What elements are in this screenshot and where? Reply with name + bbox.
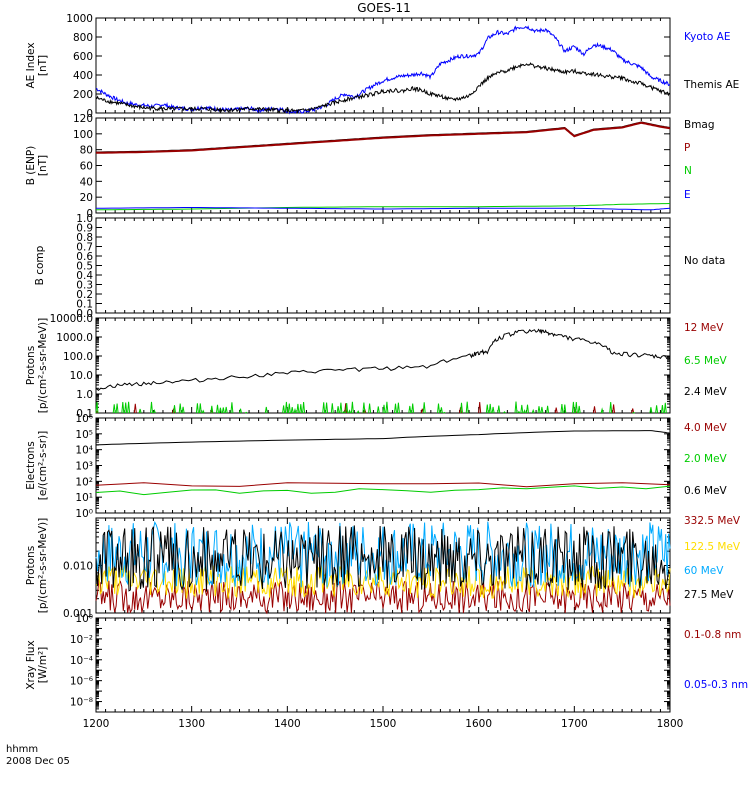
y-tick-label: 1000.0 — [56, 332, 93, 344]
panel-frame — [96, 218, 670, 313]
y-tick-label: 800 — [73, 32, 93, 44]
figure-title: GOES-11 — [357, 1, 411, 15]
legend-label: Bmag — [684, 119, 715, 131]
panel-protons_hi: 0.001 0.010 Protons[p/(cm²-s-sr-MeV)] 332.5… — [25, 515, 741, 620]
legend-label: 12 MeV — [684, 322, 724, 334]
y-tick-label: 10⁻⁴ — [70, 655, 93, 667]
y-tick-label: 10³ — [75, 461, 93, 473]
y-tick-label: 10⁶ — [75, 413, 93, 425]
legend-label: 2.0 MeV — [684, 453, 728, 465]
panel-frame — [96, 18, 670, 113]
y-tick-label: 10⁻⁸ — [70, 697, 93, 709]
series-line-4-0-mev — [96, 483, 670, 487]
legend-label: 2.4 MeV — [684, 386, 728, 398]
x-tick-label: 1200 — [83, 718, 110, 730]
series-line-2-4-mev — [96, 329, 670, 390]
legend-label: 332.5 MeV — [684, 515, 741, 527]
legend-label: Themis AE — [683, 79, 739, 91]
legend-label: 0.1-0.8 nm — [684, 629, 741, 641]
y-axis-label: B (ENP)[nT] — [25, 146, 49, 186]
legend-label: 122.5 MeV — [684, 541, 741, 553]
series-line-themis-ae — [96, 63, 670, 112]
y-tick-label: 10⁴ — [75, 445, 93, 457]
series-line-p — [96, 123, 670, 153]
y-tick-label: 20 — [80, 192, 93, 204]
y-tick-label: 10⁵ — [75, 429, 93, 441]
panel-frame — [96, 618, 670, 712]
y-axis-label: Protons[p/(cm²-s-sr-MeV)] — [25, 518, 49, 613]
panel-protons_mev: 0.1 1.0 10.0 100.0 1000.0 10000.0Protons[p/(c… — [25, 313, 728, 420]
y-tick-label: 100.0 — [63, 351, 93, 363]
legend-label: 6.5 MeV — [684, 355, 728, 367]
y-tick-label: 10⁰ — [75, 613, 93, 625]
legend-label: 0.6 MeV — [684, 485, 728, 497]
y-tick-label: 1.0 — [76, 389, 93, 401]
y-tick-label: 200 — [73, 89, 93, 101]
legend-label: E — [684, 189, 691, 201]
y-tick-label: 10⁰ — [75, 508, 93, 520]
y-tick-label: 1000 — [66, 13, 93, 25]
panel-ae: 02004006008001000AE Index[nT]Kyoto AEThe… — [25, 13, 739, 120]
no-data-label: No data — [684, 255, 725, 267]
y-tick-label: 10000.0 — [50, 313, 93, 325]
panel-electrons: 10⁰ 10¹ 10² 10³ 10⁴ 10⁵ 10⁶ Electrons[e/(cm²-s-… — [25, 413, 728, 520]
x-tick-label: 1300 — [178, 718, 205, 730]
series-line-2-0-mev — [96, 486, 670, 495]
panel-bcomp: 0.00.10.20.30.40.50.60.70.80.91.0 B comp N… — [34, 213, 725, 320]
legend-label: 0.05-0.3 nm — [684, 679, 748, 691]
x-tick-label: 1500 — [370, 718, 397, 730]
y-tick-label: 10¹ — [75, 492, 93, 504]
x-tick-label: 1400 — [274, 718, 301, 730]
panel-bfield: 0 20 40 60 80 100 120 B (ENP)[nT] Bmag PNE — [25, 113, 715, 220]
y-tick-label: 80 — [80, 145, 93, 157]
y-tick-label: 40 — [80, 176, 93, 188]
y-axis-label: Electrons[e/(cm²-s-sr)] — [25, 431, 49, 500]
y-tick-label: 10² — [75, 476, 93, 488]
y-tick-label: 10.0 — [70, 370, 93, 382]
x-label-date: 2008 Dec 05 — [6, 756, 70, 767]
series-line-0-6-mev — [96, 431, 670, 445]
y-tick-label: 100 — [73, 129, 93, 141]
y-tick-label: 0.010 — [63, 561, 93, 573]
series-line-kyoto-ae — [96, 27, 670, 114]
legend-label: 27.5 MeV — [684, 589, 734, 601]
x-label-hhmm: hhmm — [6, 744, 38, 755]
series-line-6-5-mev — [96, 402, 666, 413]
x-tick-label: 1800 — [657, 718, 684, 730]
y-tick-label: 120 — [73, 113, 93, 125]
legend-label: P — [684, 142, 690, 154]
x-tick-label: 1600 — [465, 718, 492, 730]
y-tick-label: 1.0 — [76, 213, 93, 225]
x-tick-label: 1700 — [561, 718, 588, 730]
y-tick-label: 400 — [73, 70, 93, 82]
legend-label: 60 MeV — [684, 565, 724, 577]
legend-label: N — [684, 165, 692, 177]
legend-label: Kyoto AE — [684, 31, 730, 43]
legend-label: 4.0 MeV — [684, 422, 728, 434]
y-tick-label: 60 — [80, 161, 93, 173]
y-tick-label: 10⁻⁶ — [70, 676, 93, 688]
y-axis-label: Xray Flux[W/m²] — [25, 640, 49, 689]
panel-frame — [96, 418, 670, 513]
goes-summary-figure: GOES-11 02004006008001000AE Index[nT]Kyo… — [0, 0, 750, 800]
y-axis-label: B comp — [34, 245, 46, 285]
y-axis-label: Protons[p/(cm²-s-sr-MeV)] — [25, 318, 49, 413]
y-tick-label: 10⁻² — [70, 634, 93, 646]
y-axis-label: AE Index[nT] — [25, 42, 49, 88]
panel-frame — [96, 318, 670, 413]
panel-xray: 10⁻⁸ 10⁻⁶ 10⁻⁴ 10⁻² 10⁰ Xray Flux[W/m²] 0.1-0.… — [25, 613, 748, 712]
y-tick-label: 600 — [73, 51, 93, 63]
